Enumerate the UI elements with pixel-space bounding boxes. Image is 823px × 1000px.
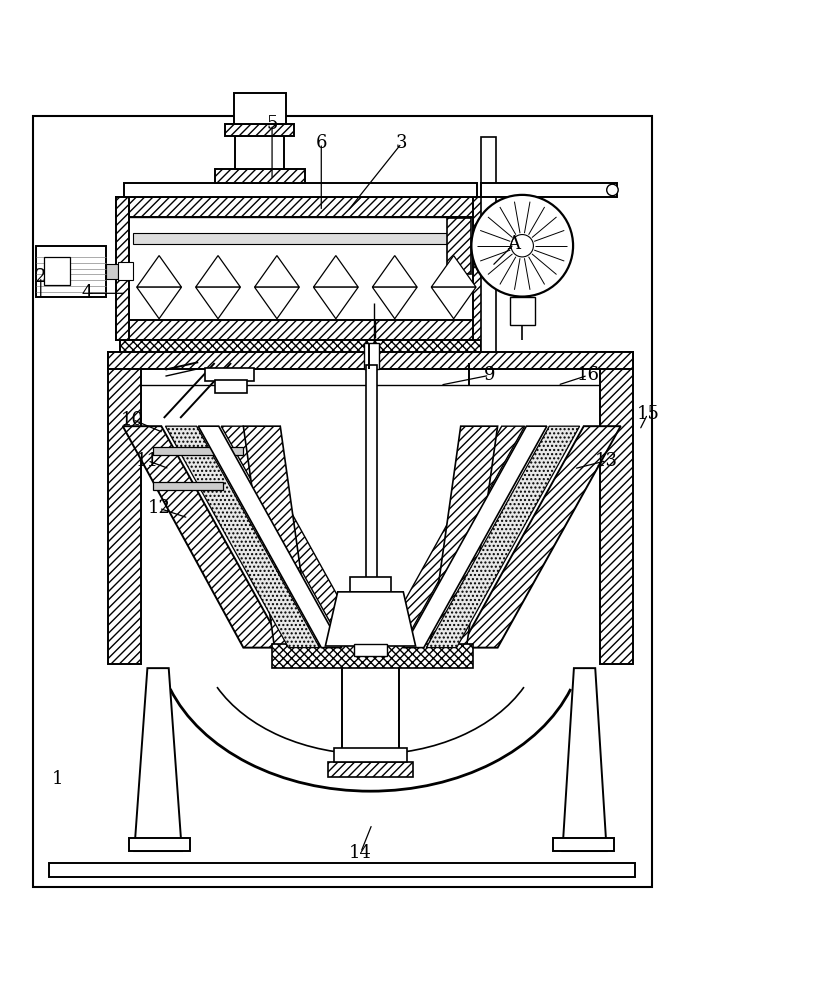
Bar: [235, 136, 285, 169]
Bar: [124, 183, 477, 197]
Polygon shape: [196, 256, 240, 287]
Bar: [226, 124, 294, 136]
Text: 6: 6: [315, 134, 327, 152]
Bar: [215, 380, 248, 393]
Bar: [205, 368, 254, 381]
Polygon shape: [431, 287, 476, 319]
Bar: [350, 577, 391, 592]
Polygon shape: [137, 256, 182, 287]
Polygon shape: [198, 426, 342, 648]
Bar: [600, 352, 633, 664]
Polygon shape: [165, 426, 319, 648]
Bar: [33, 116, 652, 887]
Text: A: A: [508, 235, 520, 253]
Polygon shape: [379, 426, 525, 648]
Polygon shape: [314, 287, 358, 319]
Bar: [153, 447, 244, 455]
Polygon shape: [196, 287, 240, 319]
Text: 4: 4: [81, 284, 93, 302]
Bar: [481, 183, 616, 197]
Polygon shape: [244, 426, 311, 648]
Polygon shape: [134, 668, 182, 851]
Bar: [364, 343, 379, 369]
Polygon shape: [461, 426, 621, 648]
Bar: [116, 197, 128, 340]
Bar: [215, 169, 305, 183]
Text: 3: 3: [396, 134, 407, 152]
Text: 16: 16: [576, 366, 599, 384]
Polygon shape: [254, 256, 300, 287]
Text: 2: 2: [35, 268, 46, 286]
Text: 14: 14: [349, 844, 372, 862]
Polygon shape: [562, 668, 607, 851]
Bar: [342, 666, 399, 772]
Bar: [272, 644, 473, 668]
Text: 12: 12: [147, 499, 170, 517]
Bar: [481, 137, 496, 363]
Polygon shape: [430, 426, 498, 648]
Polygon shape: [221, 426, 366, 648]
Polygon shape: [123, 426, 285, 648]
Bar: [120, 340, 481, 363]
Polygon shape: [426, 426, 579, 648]
Text: 15: 15: [636, 405, 659, 423]
Bar: [116, 197, 486, 217]
Text: 11: 11: [136, 452, 159, 470]
Polygon shape: [403, 426, 546, 648]
Polygon shape: [372, 256, 417, 287]
Polygon shape: [314, 256, 358, 287]
Bar: [120, 217, 481, 320]
Text: 1: 1: [51, 770, 63, 788]
Text: 5: 5: [267, 115, 277, 133]
Bar: [128, 838, 190, 851]
Bar: [120, 367, 621, 385]
Bar: [333, 748, 407, 762]
Circle shape: [511, 235, 533, 257]
Circle shape: [472, 195, 573, 297]
Bar: [116, 320, 486, 340]
Bar: [36, 246, 105, 297]
Text: 10: 10: [121, 411, 144, 429]
Text: 13: 13: [595, 452, 618, 470]
Bar: [510, 297, 534, 325]
Polygon shape: [325, 592, 416, 646]
Bar: [552, 838, 614, 851]
Polygon shape: [254, 287, 300, 319]
Polygon shape: [372, 287, 417, 319]
Bar: [108, 352, 141, 664]
Bar: [118, 262, 133, 280]
Polygon shape: [137, 287, 182, 319]
Bar: [108, 352, 633, 369]
Bar: [133, 233, 469, 244]
Polygon shape: [431, 256, 476, 287]
Bar: [105, 264, 118, 279]
Text: 9: 9: [484, 366, 495, 384]
Bar: [153, 482, 223, 490]
Bar: [49, 863, 635, 877]
Bar: [328, 762, 413, 777]
Bar: [365, 365, 377, 582]
Bar: [234, 93, 286, 124]
Circle shape: [607, 184, 618, 196]
Bar: [447, 218, 472, 274]
Bar: [44, 257, 70, 285]
Bar: [473, 197, 486, 340]
Bar: [354, 644, 387, 656]
